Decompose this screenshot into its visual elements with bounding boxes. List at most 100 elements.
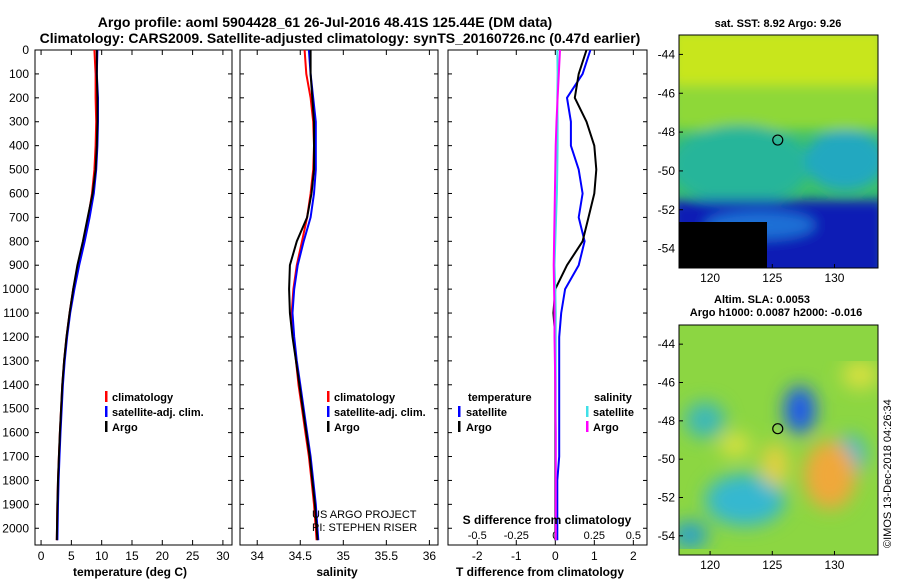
- legend-label-temp-argo: Argo: [466, 422, 492, 434]
- sst-region-mid: [679, 85, 878, 130]
- map-y-tick-label: -50: [658, 164, 676, 178]
- depth-tick-label: 1300: [2, 354, 29, 368]
- series-line-salinity-argo: [552, 50, 561, 541]
- x-tick-label: 36: [423, 549, 437, 563]
- x-tick-label: -2: [472, 549, 483, 563]
- depth-tick-label: 1900: [2, 497, 29, 511]
- x-tick-label: 35.5: [375, 549, 399, 563]
- depth-tick-label: 1100: [3, 306, 29, 320]
- legend-swatch-temp-argo: [458, 421, 461, 432]
- difference-panel-frame: [447, 49, 648, 546]
- salinity-legend: climatology satellite-adj. clim. Argo: [327, 391, 426, 434]
- depth-tick-label: 1600: [2, 426, 29, 440]
- map-y-tick-label: -48: [658, 414, 676, 428]
- x-tick-label: 34.5: [289, 549, 313, 563]
- altimetry-map-title: Altim. SLA: 0.0053: [714, 294, 810, 306]
- salinity-diff-tick-label: 0.25: [584, 530, 605, 542]
- salinity-difference-axis-label: S difference from climatology: [463, 513, 632, 527]
- sla-anomaly-high: [761, 443, 789, 487]
- sla-anomaly-low: [784, 386, 816, 434]
- depth-tick-label: 1400: [2, 378, 29, 392]
- map-y-tick-label: -52: [658, 491, 676, 505]
- map-y-tick-label: -44: [658, 47, 676, 61]
- depth-tick-label: 700: [9, 210, 29, 224]
- legend-swatch-climatology: [105, 391, 108, 402]
- series-group: [288, 50, 320, 541]
- altimetry-map-subtitle: Argo h1000: 0.0087 h2000: -0.016: [690, 307, 862, 319]
- pi-credit: PI: STEPHEN RISER: [312, 522, 417, 534]
- map-x-tick-label: 130: [824, 558, 844, 572]
- sst-map-axes: 120 125 130 -44 -46 -48 -50 -52 -54: [658, 47, 845, 285]
- map-x-tick-label: 130: [824, 271, 844, 285]
- series-group: [552, 50, 598, 541]
- legend-swatch-argo: [327, 421, 330, 432]
- x-tick-label: 34: [251, 549, 265, 563]
- x-tick-label: 25: [186, 549, 200, 563]
- x-tick-label: 0: [38, 549, 45, 563]
- salinity-panel: 34 34.5 35 35.5 36: [240, 49, 438, 563]
- sst-region-cool: [805, 130, 878, 190]
- imos-timestamp: ©IMOS 13-Dec-2018 04:26:34: [882, 399, 894, 548]
- map-y-tick-label: -50: [658, 452, 676, 466]
- depth-tick-label: 500: [9, 163, 29, 177]
- legend-swatch-satellite: [105, 406, 108, 417]
- legend-swatch-satellite: [327, 406, 330, 417]
- legend-label-sal-argo: Argo: [593, 422, 619, 434]
- series-line-temperature-argo: [552, 50, 598, 541]
- map-y-tick-label: -48: [658, 125, 676, 139]
- depth-tick-label: 300: [9, 115, 29, 129]
- depth-tick-label: 2000: [2, 521, 29, 535]
- map-x-tick-label: 120: [700, 558, 720, 572]
- legend-swatch-sal-satellite: [586, 406, 589, 417]
- legend-label-sal-satellite: satellite: [593, 407, 634, 419]
- series-line-temperature-satellite: [556, 50, 592, 541]
- map-y-tick-label: -54: [658, 529, 676, 543]
- altimetry-map-frame: [678, 324, 879, 556]
- depth-tick-label: 1800: [2, 473, 29, 487]
- difference-panel: -2 -1 0 1 2-0.5 -0.25 0 0.25 0.5: [448, 49, 647, 563]
- sst-region-coldest: [679, 222, 767, 268]
- map-y-tick-label: -44: [658, 337, 676, 351]
- depth-tick-label: 0: [22, 43, 29, 57]
- depth-tick-label: 400: [9, 139, 29, 153]
- series-line-argo: [288, 50, 319, 541]
- legend-label-argo: Argo: [112, 422, 138, 434]
- depth-tick-label: 200: [9, 91, 29, 105]
- sst-map: [679, 35, 878, 268]
- salinity-diff-tick-label: -0.25: [504, 530, 529, 542]
- x-tick-label: 1: [591, 549, 598, 563]
- x-tick-label: 0: [552, 549, 559, 563]
- legend-label-satellite: satellite-adj. clim.: [334, 407, 426, 419]
- x-tick-label: 15: [125, 549, 139, 563]
- sla-anomaly-high: [719, 433, 751, 457]
- x-tick-label: 20: [156, 549, 170, 563]
- difference-axis-label: T difference from climatology: [456, 565, 624, 579]
- map-y-tick-label: -54: [658, 242, 676, 256]
- x-tick-label: 35: [337, 549, 351, 563]
- sla-anomaly-low: [679, 521, 708, 549]
- x-tick-label: 10: [95, 549, 109, 563]
- map-y-tick-label: -52: [658, 203, 676, 217]
- depth-tick-label: 600: [9, 186, 29, 200]
- salinity-diff-tick-label: 0.5: [626, 530, 641, 542]
- depth-tick-label: 900: [9, 258, 29, 272]
- figure-title-line2: Climatology: CARS2009. Satellite-adjuste…: [40, 30, 641, 46]
- map-y-tick-label: -46: [658, 376, 676, 390]
- depth-tick-label: 800: [9, 234, 29, 248]
- legend-swatch-argo: [105, 421, 108, 432]
- sst-region-cool: [679, 125, 810, 205]
- difference-legend: temperature satellite Argo salinity sate…: [458, 392, 634, 434]
- legend-label-temp-satellite: satellite: [466, 407, 507, 419]
- figure-title-line1: Argo profile: aoml 5904428_61 26-Jul-201…: [98, 14, 552, 30]
- float-position-marker: [772, 423, 784, 435]
- x-tick-label: 2: [630, 549, 637, 563]
- x-tick-label: 30: [216, 549, 230, 563]
- temperature-axis-label: temperature (deg C): [73, 565, 187, 579]
- legend-swatch-sal-argo: [586, 421, 589, 432]
- series-line-climatology: [55, 50, 98, 541]
- temperature-panel: 0 5 10 15 20 25 30: [35, 49, 232, 563]
- legend-title-temperature: temperature: [468, 392, 532, 404]
- series-line-argo: [55, 50, 99, 541]
- depth-tick-label: 1000: [2, 282, 29, 296]
